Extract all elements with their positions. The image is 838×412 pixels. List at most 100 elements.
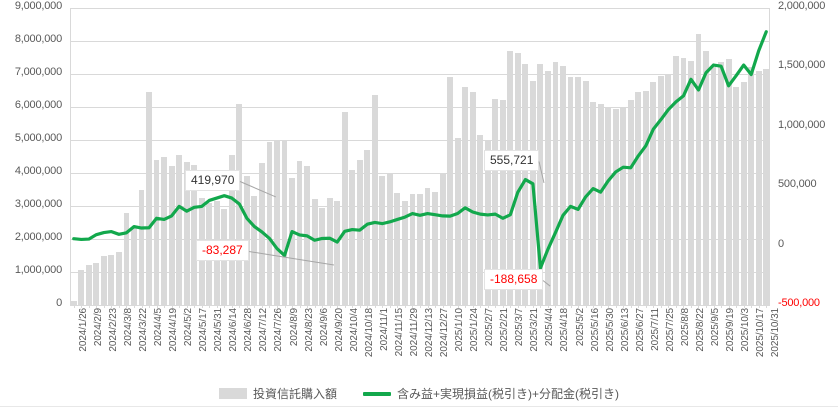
bar (657, 75, 664, 305)
bar (326, 197, 333, 305)
bar (740, 82, 747, 305)
bar (763, 69, 770, 305)
x-axis-tickmark (141, 304, 143, 308)
legend-bar-swatch-icon (218, 388, 247, 399)
x-axis-tickmark (645, 304, 647, 308)
bar (718, 62, 724, 305)
x-axis-tick-label: 2024/9/6 (318, 308, 330, 347)
chart-legend: 投資信託購入額 含み益+実現損益(税引き)+分配金(税引き) (0, 385, 838, 402)
left-axis-tick-label: 0 (56, 297, 62, 309)
right-axis-tick-label: 1,000,000 (778, 118, 826, 131)
x-axis-tickmark (502, 304, 504, 308)
bar (477, 135, 484, 305)
legend-item-label: 投資信託購入額 (252, 387, 337, 401)
bar (108, 254, 115, 305)
bar (78, 270, 85, 305)
left-axis-tick-label: 5,000,000 (14, 132, 62, 144)
data-label-callout: -188,658 (484, 269, 544, 290)
bar (191, 164, 198, 305)
bar (462, 87, 469, 305)
x-axis-tickmark (344, 304, 346, 308)
right-axis-tick-label: -500,000 (778, 297, 820, 309)
gridline (70, 74, 770, 75)
x-axis-tickmark (585, 304, 587, 308)
x-axis-tickmark (608, 304, 610, 308)
x-axis-labels: 2024/1/26 2024/2/9 2024/2/23 2024/3/8 2024/3… (70, 304, 781, 380)
x-axis-tickmark (690, 304, 692, 308)
x-axis-tick-label: 2024/5/17 (198, 308, 210, 352)
x-axis-tick-label: 2025/5/2 (574, 308, 586, 347)
x-axis-tickmark (292, 304, 294, 308)
x-axis-tickmark (179, 304, 181, 308)
x-axis-tickmark (532, 304, 534, 308)
bar (492, 98, 499, 305)
x-axis-tickmark (81, 304, 83, 308)
x-axis-tickmark (261, 304, 263, 308)
gridline (70, 107, 770, 108)
bar (161, 156, 167, 305)
x-axis-tickmark (254, 304, 256, 308)
x-axis-tickmark (630, 304, 632, 308)
legend-item[interactable]: 含み益+実現損益(税引き)+分配金(税引き) (363, 385, 619, 402)
bar (131, 227, 137, 305)
x-axis-tickmark (382, 304, 384, 308)
x-axis-tickmark (284, 304, 286, 308)
bar (507, 50, 514, 305)
bar (567, 77, 574, 305)
x-axis-tick-label: 2025/1/24 (469, 308, 481, 352)
bar (499, 100, 506, 305)
x-axis-tickmark (314, 304, 316, 308)
bar (228, 154, 235, 305)
bar (447, 77, 454, 305)
data-label-callout: 419,970 (185, 170, 241, 191)
right-axis-tick-label: 1,500,000 (778, 59, 826, 72)
bar (439, 173, 446, 305)
bar (432, 192, 438, 305)
x-axis-tickmark (766, 304, 768, 308)
bar (590, 102, 597, 305)
bar (642, 90, 649, 305)
x-axis-tick-label: 2024/11/1 (378, 308, 390, 351)
bar (281, 140, 288, 305)
x-axis-tickmark (517, 304, 519, 308)
bar (522, 64, 529, 305)
x-axis-tickmark (269, 304, 271, 308)
x-axis-tickmark (194, 304, 196, 308)
axis-line-left (70, 8, 71, 305)
x-axis-tickmark (713, 304, 715, 308)
bar (575, 77, 581, 305)
bar (627, 100, 634, 305)
x-axis-tickmark (638, 304, 640, 308)
x-axis-tickmark (465, 304, 467, 308)
bar (168, 166, 175, 305)
bar (251, 196, 258, 305)
x-axis-tickmark (525, 304, 527, 308)
x-axis-tickmark (209, 304, 211, 308)
x-axis-tick-label: 2024/11/15 (393, 308, 405, 357)
x-axis-tick-label: 2025/3/21 (529, 308, 541, 352)
bar (755, 70, 762, 305)
x-axis-tick-label: 2025/4/4 (544, 308, 556, 347)
bar (319, 207, 326, 305)
x-axis-tickmark (307, 304, 309, 308)
bar (394, 192, 401, 305)
x-axis-tickmark (171, 304, 173, 308)
x-axis-tickmark (164, 304, 166, 308)
bar (349, 169, 356, 305)
x-axis-tickmark (698, 304, 700, 308)
bar (748, 67, 755, 305)
x-axis-tickmark (547, 304, 549, 308)
bar (582, 80, 589, 305)
bar (469, 92, 476, 305)
x-axis-tickmark (736, 304, 738, 308)
legend-item[interactable]: 投資信託購入額 (218, 385, 337, 402)
bar (635, 92, 642, 305)
gridline (70, 8, 770, 9)
x-axis-tickmark (615, 304, 617, 308)
bar (311, 199, 318, 305)
bar (672, 55, 679, 305)
bar (176, 154, 183, 305)
x-axis-tickmark (404, 304, 406, 308)
x-axis-tick-label: 2025/9/19 (725, 308, 737, 352)
x-axis-tick-label: 2024/1/26 (77, 308, 89, 352)
